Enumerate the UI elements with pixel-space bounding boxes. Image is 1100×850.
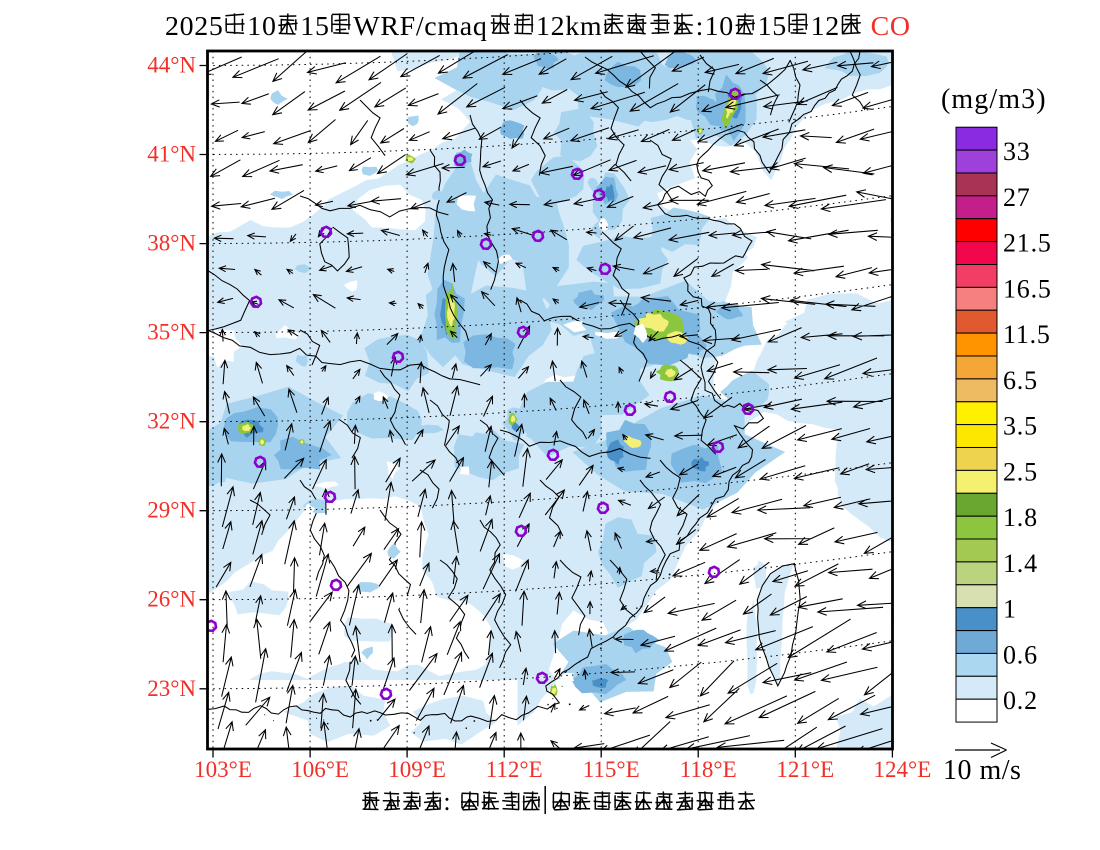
svg-text:12: 12 [811,11,840,42]
svg-text:15: 15 [758,11,787,42]
svg-text::: : [696,11,704,42]
svg-text:27: 27 [1003,183,1031,212]
svg-text:103°E: 103°E [194,757,252,782]
svg-text:15: 15 [300,11,329,42]
svg-text:109°E: 109°E [388,757,446,782]
svg-text:32°N: 32°N [147,409,196,434]
svg-text:26°N: 26°N [147,587,196,612]
svg-text::: : [443,787,458,816]
svg-text:10: 10 [705,11,734,42]
svg-text:35°N: 35°N [147,320,196,345]
svg-text:10: 10 [247,11,276,42]
svg-text:118°E: 118°E [680,757,737,782]
svg-text:WRF/cmaq: WRF/cmaq [353,11,487,42]
svg-text:2.5: 2.5 [1003,457,1038,486]
svg-text:CO: CO [871,11,911,42]
svg-text:124°E: 124°E [874,757,932,782]
svg-text:21.5: 21.5 [1003,229,1052,258]
svg-text:3.5: 3.5 [1003,412,1038,441]
svg-text:23°N: 23°N [147,676,196,701]
svg-text:(mg/m3): (mg/m3) [941,84,1047,115]
svg-text:106°E: 106°E [291,757,349,782]
svg-text:115°E: 115°E [583,757,640,782]
svg-text:2025: 2025 [165,11,224,42]
svg-text:6.5: 6.5 [1003,366,1038,395]
svg-text:1.8: 1.8 [1003,503,1038,532]
svg-text:41°N: 41°N [147,142,196,167]
svg-text:16.5: 16.5 [1003,274,1052,303]
svg-text:33: 33 [1003,137,1031,166]
svg-text:29°N: 29°N [147,498,196,523]
svg-text:1: 1 [1003,595,1017,624]
svg-text:10 m/s: 10 m/s [943,755,1021,786]
svg-text:0.6: 0.6 [1003,640,1038,669]
svg-text:12km: 12km [536,11,602,42]
svg-text:11.5: 11.5 [1003,320,1051,349]
svg-text:44°N: 44°N [147,53,196,78]
svg-text:38°N: 38°N [147,231,196,256]
svg-text:1.4: 1.4 [1003,549,1038,578]
svg-text:0.2: 0.2 [1003,686,1038,715]
svg-text:121°E: 121°E [776,757,834,782]
svg-text:112°E: 112°E [486,757,543,782]
